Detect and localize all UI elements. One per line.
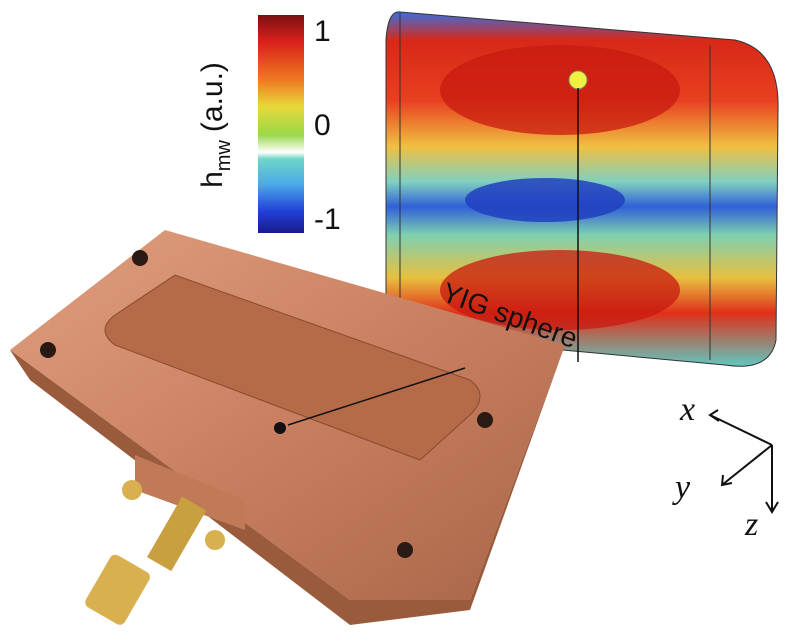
colorbar [258,15,304,233]
colorbar-tick-label: 0 [314,109,331,142]
axis-z: z [744,506,758,543]
axis-y: y [672,469,691,506]
colorbar-tick-label: -1 [314,203,341,236]
colorbar-label: hmw(a.u.) [196,62,235,188]
colorbar-tick-label: 1 [314,15,331,48]
axis-x: x [679,391,695,428]
figure: 10-1 hmw(a.u.) YIG sphere x y z [0,0,789,641]
axes-triad [710,410,778,512]
